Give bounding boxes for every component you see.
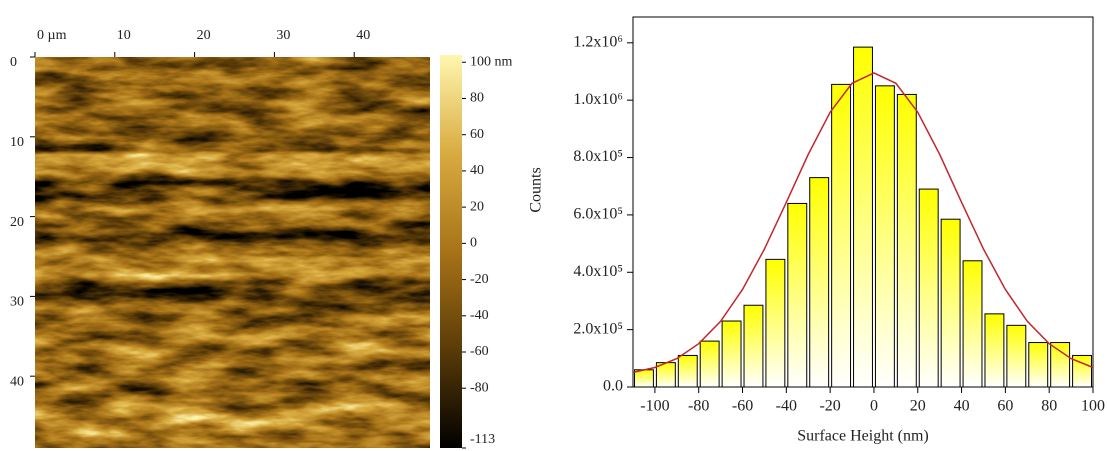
histogram-bar <box>874 85 895 388</box>
x-tick-label: 20 <box>197 28 211 43</box>
x-axis-label: Surface Height (nm) <box>797 428 929 445</box>
x-tick-label: 60 <box>997 398 1013 415</box>
histogram-bar <box>962 260 983 388</box>
y-axis-label: Counts <box>528 167 545 212</box>
y-tick-label: 0.0 <box>603 378 623 395</box>
histogram-bar <box>1050 342 1071 388</box>
colorbar-label: 100 nm <box>470 54 513 69</box>
y-tick-label: 20 <box>10 215 24 230</box>
histogram-bar <box>765 258 786 388</box>
x-tick-label: 40 <box>954 398 970 415</box>
histogram-bar <box>699 340 720 388</box>
x-tick-label: 30 <box>276 28 290 43</box>
x-tick-label: 100 <box>1081 398 1105 415</box>
y-tick-label: 2.0x10⁵ <box>573 320 623 337</box>
colorbar-label: 60 <box>470 127 484 142</box>
x-tick-label: -20 <box>819 398 840 415</box>
fit-curve <box>632 72 1094 374</box>
histogram-bar <box>721 320 742 388</box>
colorbar-label: 0 <box>470 236 477 251</box>
x-tick-label: -100 <box>640 398 669 415</box>
y-tick-label: 0 <box>10 55 17 70</box>
x-tick-label: 0 <box>870 398 878 415</box>
x-tick-label: -40 <box>776 398 797 415</box>
x-tick-label: 20 <box>910 398 926 415</box>
colorbar-label: -113 <box>470 432 495 447</box>
histogram-bar <box>787 202 808 388</box>
y-tick-label: 8.0x10⁵ <box>573 148 623 165</box>
y-tick-label: 10 <box>10 135 24 150</box>
x-tick-label: -80 <box>688 398 709 415</box>
histogram-bar <box>984 313 1005 388</box>
y-tick-label: 1.0x10⁶ <box>573 91 623 108</box>
x-tick-label: -60 <box>732 398 753 415</box>
y-tick-label: 30 <box>10 295 24 310</box>
colorbar-label: -40 <box>470 308 489 323</box>
histogram-bar <box>1006 324 1027 388</box>
colorbar-label: 80 <box>470 91 484 106</box>
afm-image <box>35 57 430 448</box>
histogram-bar <box>743 304 764 388</box>
histogram-bar <box>809 177 830 388</box>
histogram-bar <box>853 46 873 388</box>
x-tick-label: 40 <box>356 28 370 43</box>
colorbar-label: -60 <box>470 344 489 359</box>
histogram-bar <box>831 83 852 388</box>
colorbar <box>440 55 462 448</box>
y-tick-label: 6.0x10⁵ <box>573 206 623 223</box>
colorbar-label: -80 <box>470 380 489 395</box>
histogram-bar <box>940 218 961 388</box>
y-tick-label: 40 <box>10 374 24 389</box>
y-tick-label: 1.2x10⁶ <box>573 33 623 50</box>
colorbar-label: 40 <box>470 163 484 178</box>
histogram-bar <box>634 369 654 388</box>
x-tick-label: 10 <box>117 28 131 43</box>
histogram-bar <box>1072 354 1092 388</box>
colorbar-label: 20 <box>470 199 484 214</box>
colorbar-label: -20 <box>470 272 489 287</box>
x-tick-label: 80 <box>1041 398 1057 415</box>
histogram-bar <box>918 188 939 388</box>
histogram-bar <box>896 93 917 388</box>
histogram-bar <box>1028 342 1049 388</box>
y-tick-label: 4.0x10⁵ <box>573 263 623 280</box>
x-tick-label: 0 µm <box>37 28 67 43</box>
histogram-bar <box>677 354 698 388</box>
